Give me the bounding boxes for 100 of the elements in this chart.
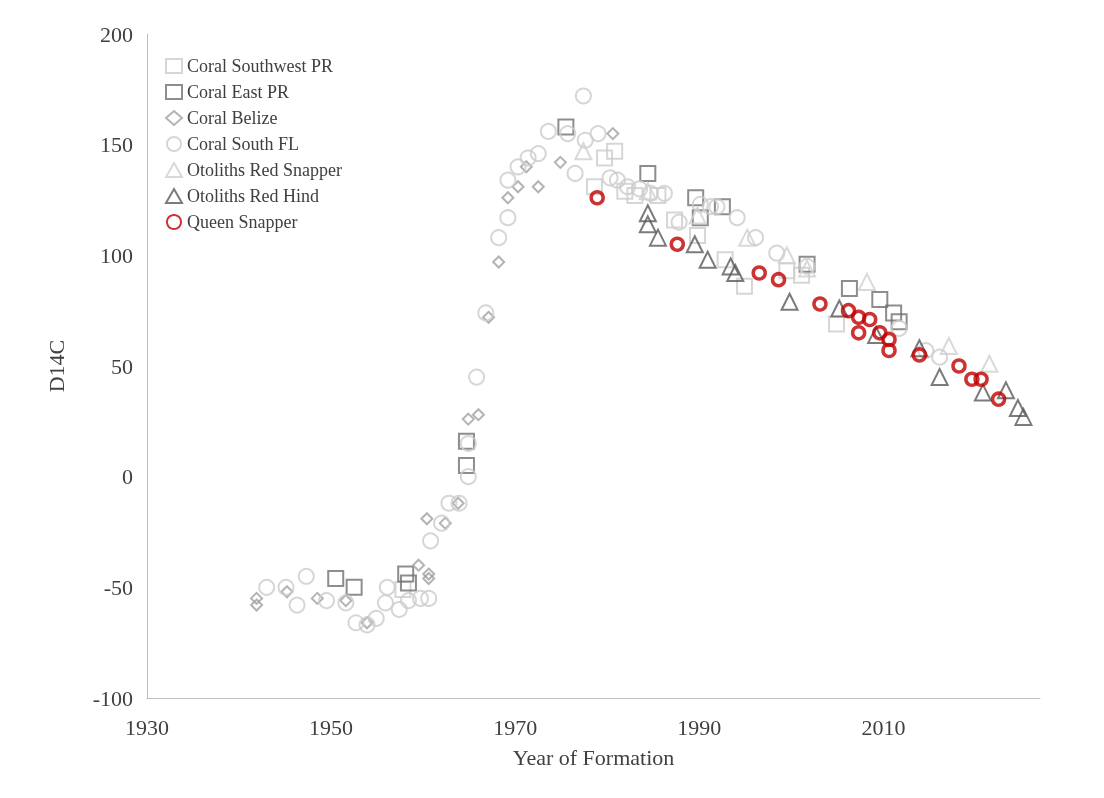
point: [420, 589, 438, 607]
point: [910, 339, 929, 358]
point: [412, 558, 426, 572]
point: [337, 594, 355, 612]
point: [574, 142, 593, 161]
point: [378, 578, 396, 596]
point: [669, 236, 686, 253]
point: [280, 585, 294, 599]
point: [347, 614, 365, 632]
point: [420, 512, 434, 526]
point: [297, 567, 315, 585]
point: [596, 149, 614, 167]
point: [780, 292, 799, 311]
point: [258, 578, 276, 596]
point: [589, 125, 607, 143]
point: [468, 368, 486, 386]
legend-label: Coral East PR: [187, 82, 289, 102]
x-tick-label: 1950: [309, 714, 354, 740]
point: [930, 368, 949, 387]
point: [501, 191, 515, 205]
point: [639, 164, 657, 182]
point: [701, 198, 719, 216]
y-tick-label: 0: [122, 464, 133, 490]
point: [422, 532, 440, 550]
y-tick-label: 200: [100, 21, 133, 47]
point: [973, 371, 989, 388]
legend-label: Queen Snapper: [187, 212, 298, 232]
point: [433, 514, 451, 532]
x-tick-label: 1990: [677, 714, 722, 740]
point: [310, 591, 324, 605]
point: [492, 255, 506, 269]
point: [638, 215, 657, 234]
point: [367, 609, 385, 627]
x-tick-label: 1970: [493, 714, 538, 740]
point: [422, 567, 436, 581]
point: [589, 190, 605, 206]
point: [840, 302, 857, 319]
point: [890, 319, 908, 337]
point: [649, 187, 667, 205]
point: [422, 571, 436, 585]
point: [411, 589, 429, 607]
point: [713, 198, 731, 216]
point: [616, 182, 634, 200]
point: [638, 182, 657, 201]
point: [531, 180, 545, 194]
point: [648, 228, 667, 247]
point: [689, 226, 707, 244]
point: [399, 574, 417, 592]
point: [691, 195, 709, 213]
point: [738, 228, 757, 247]
point: [557, 118, 575, 136]
x-tick-label: 2010: [861, 714, 906, 740]
point: [553, 155, 567, 169]
point: [751, 265, 767, 281]
point: [482, 310, 496, 324]
point: [996, 381, 1015, 400]
point: [566, 164, 584, 182]
point: [917, 342, 935, 359]
point: [850, 309, 867, 326]
point: [850, 325, 867, 341]
point: [990, 391, 1007, 407]
point: [327, 569, 345, 587]
point: [670, 213, 688, 231]
point: [777, 246, 796, 265]
legend-label: Coral Belize: [187, 108, 278, 128]
point: [606, 142, 624, 160]
point: [973, 383, 992, 402]
point: [881, 342, 897, 359]
y-tick-label: 100: [100, 242, 133, 268]
point: [638, 204, 657, 223]
point: [559, 125, 577, 143]
point: [399, 592, 417, 610]
point: [840, 280, 858, 298]
point: [390, 600, 408, 618]
point: [931, 348, 949, 366]
point: [708, 198, 726, 216]
point: [812, 296, 828, 312]
y-tick-label: -50: [103, 574, 133, 600]
point: [358, 616, 376, 634]
point: [911, 347, 928, 363]
point: [735, 277, 753, 295]
point: [881, 331, 897, 348]
point: [687, 189, 705, 207]
point: [360, 616, 374, 630]
legend-label: Coral South FL: [187, 134, 300, 154]
point: [345, 578, 363, 596]
point: [250, 591, 264, 605]
point: [461, 412, 475, 426]
point: [539, 122, 557, 140]
point: [490, 229, 508, 247]
point: [721, 257, 740, 276]
point: [685, 235, 704, 254]
point: [871, 291, 889, 309]
point: [726, 264, 745, 283]
point: [626, 187, 644, 205]
point: [277, 578, 295, 596]
legend-label: Otoliths Red Hind: [187, 186, 320, 206]
point: [509, 158, 527, 176]
point: [499, 171, 517, 189]
point: [951, 358, 967, 374]
